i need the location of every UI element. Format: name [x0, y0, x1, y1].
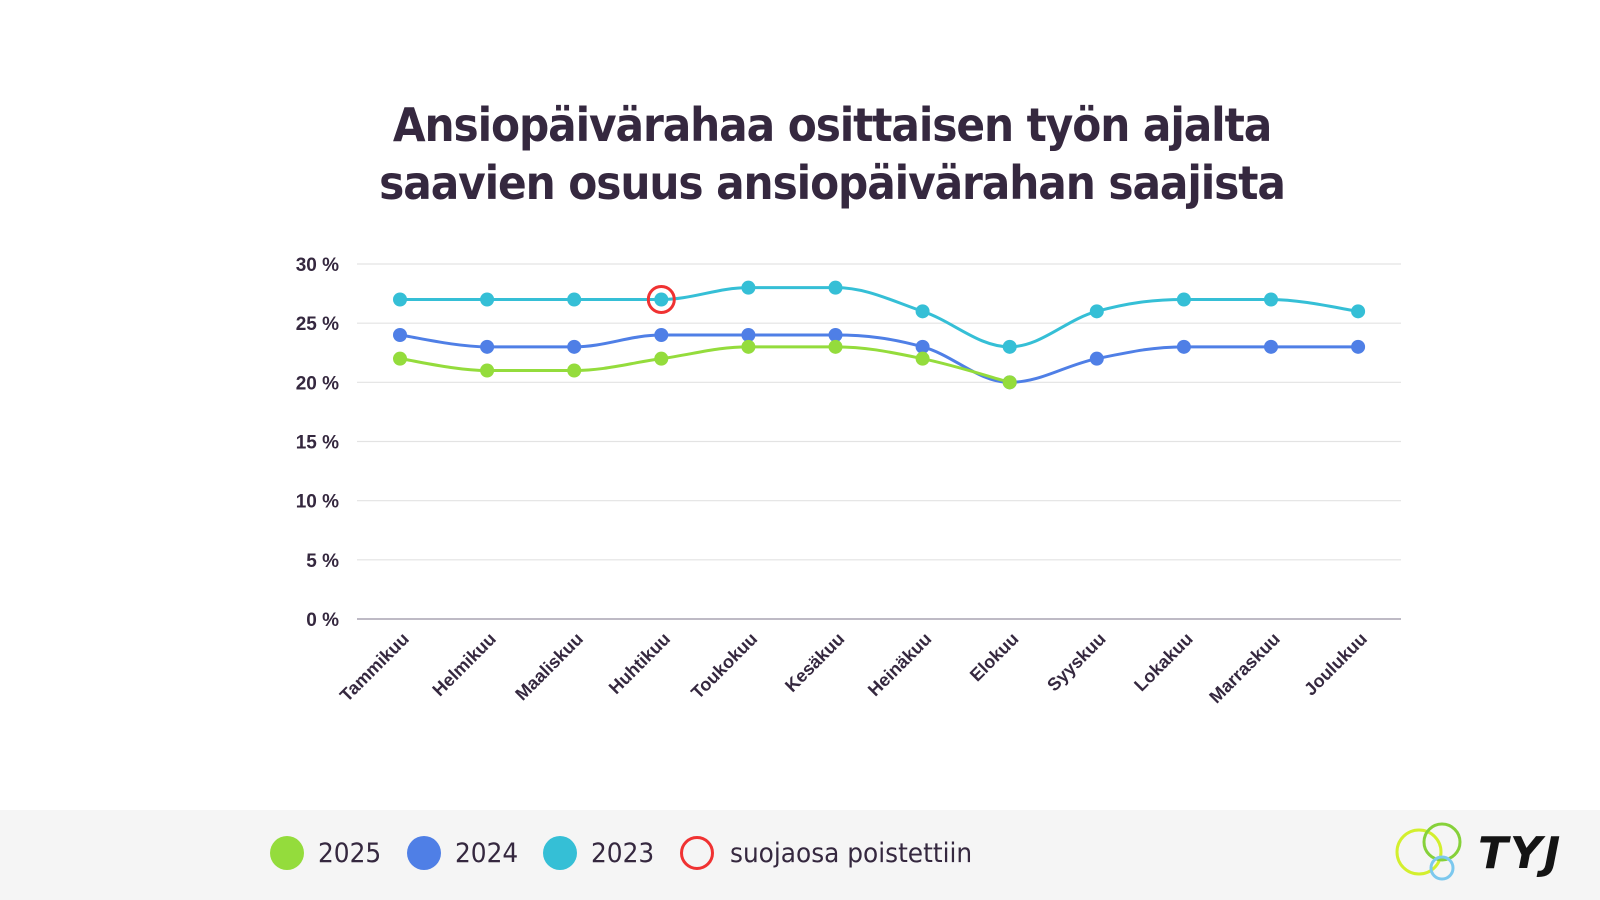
data-point-2024: [1089, 351, 1104, 366]
data-point-2023: [1002, 339, 1017, 354]
data-point-2023: [741, 280, 756, 295]
legend-marker-2024: [406, 836, 441, 870]
data-point-2023: [1176, 292, 1191, 307]
annotations: [646, 285, 676, 314]
data-point-2024: [393, 328, 407, 342]
x-tick-label: Elokuu: [966, 629, 1023, 686]
data-point-2025: [567, 363, 582, 378]
data-point-2025: [1002, 375, 1017, 390]
legend-marker-2023: [543, 836, 578, 870]
data-point-2023: [828, 280, 843, 295]
chart-title: Ansiopäivärahaa osittaisen työn ajalta s…: [67, 96, 1598, 212]
data-point-2024: [480, 339, 495, 354]
x-tick-label: Toukokuu: [687, 629, 761, 703]
data-point-2023: [1264, 292, 1278, 307]
legend-label-2023: 2023: [591, 837, 655, 869]
data-point-2024: [741, 328, 756, 342]
legend-label-annotation: suojaosa poistettiin: [730, 837, 973, 869]
chart-title-line-2: saavien osuus ansiopäivärahan saajista: [379, 156, 1286, 210]
line-chart: 0 % 5 % 10 % 15 % 20 % 25 % 30 % Tammikuu Helmi…: [296, 255, 1401, 708]
legend-marker-2025: [270, 836, 304, 870]
data-point-2024: [828, 328, 843, 342]
series-lines: [398, 286, 1360, 384]
x-tick-label: Lokakuu: [1130, 629, 1196, 695]
data-point-2025: [480, 363, 495, 378]
data-point-2025: [741, 339, 756, 354]
data-point-2023: [393, 292, 407, 307]
x-tick-label: Joulukuu: [1300, 629, 1371, 700]
y-axis-ticks: 0 % 5 % 10 % 15 % 20 % 25 % 30 %: [296, 255, 339, 631]
data-point-2023: [1089, 304, 1104, 319]
legend-label-2024: 2024: [454, 837, 518, 869]
y-tick-label: 10 %: [296, 492, 339, 513]
data-point-2023: [1351, 304, 1366, 319]
data-point-2023: [480, 292, 495, 307]
x-axis-ticks: Tammikuu Helmikuu Maaliskuu Huhtikuu Toukoku…: [336, 629, 1371, 708]
tyj-logo-icon: [1395, 822, 1462, 881]
legend-item-2025: 2025: [270, 836, 387, 870]
x-tick-label: Kesäkuu: [781, 629, 848, 696]
data-point-2025: [393, 351, 407, 366]
x-tick-label: Marraskuu: [1205, 629, 1284, 708]
data-point-2024: [1264, 339, 1278, 354]
series-line-2023: [398, 286, 1360, 349]
data-point-2023: [654, 292, 669, 307]
data-point-2023: [915, 304, 930, 319]
series-line-2025: [398, 345, 1012, 384]
data-point-2023: [567, 292, 582, 307]
legend-footer: [0, 810, 1600, 900]
logo-text: TYJ: [1478, 828, 1563, 879]
legend-item-2023: 2023: [543, 836, 660, 870]
legend: 2025 2024 2023 suojaosa poistettiin: [270, 836, 1013, 870]
y-tick-label: 15 %: [296, 433, 339, 454]
chart-title-line-1: Ansiopäivärahaa osittaisen työn ajalta: [392, 98, 1272, 152]
x-tick-label: Helmikuu: [428, 629, 499, 700]
y-tick-label: 20 %: [296, 373, 339, 394]
x-tick-label: Syyskuu: [1043, 629, 1110, 696]
data-point-2024: [915, 339, 930, 354]
gridlines: [357, 263, 1401, 620]
series-points: [393, 280, 1366, 390]
legend-label-2025: 2025: [318, 837, 382, 869]
data-point-2025: [828, 339, 843, 354]
data-point-2025: [654, 351, 669, 366]
y-tick-label: 0 %: [306, 610, 339, 631]
x-tick-label: Huhtikuu: [605, 629, 674, 698]
x-tick-label: Heinäkuu: [864, 629, 935, 700]
y-tick-label: 5 %: [306, 551, 339, 572]
data-point-2024: [1176, 339, 1191, 354]
x-tick-label: Tammikuu: [336, 629, 413, 706]
data-point-2024: [654, 328, 669, 342]
y-tick-label: 25 %: [296, 314, 339, 335]
data-point-2024: [567, 339, 582, 354]
legend-marker-red-ring: [680, 836, 715, 870]
legend-item-2024: 2024: [406, 836, 524, 870]
data-point-2025: [915, 351, 930, 366]
annotation-red-ring: [646, 285, 676, 314]
x-tick-label: Maaliskuu: [511, 629, 587, 705]
series-line-2024: [398, 333, 1360, 384]
data-point-2024: [1351, 339, 1366, 354]
legend-item-annotation: suojaosa poistettiin: [680, 836, 993, 870]
y-tick-label: 30 %: [296, 255, 339, 276]
